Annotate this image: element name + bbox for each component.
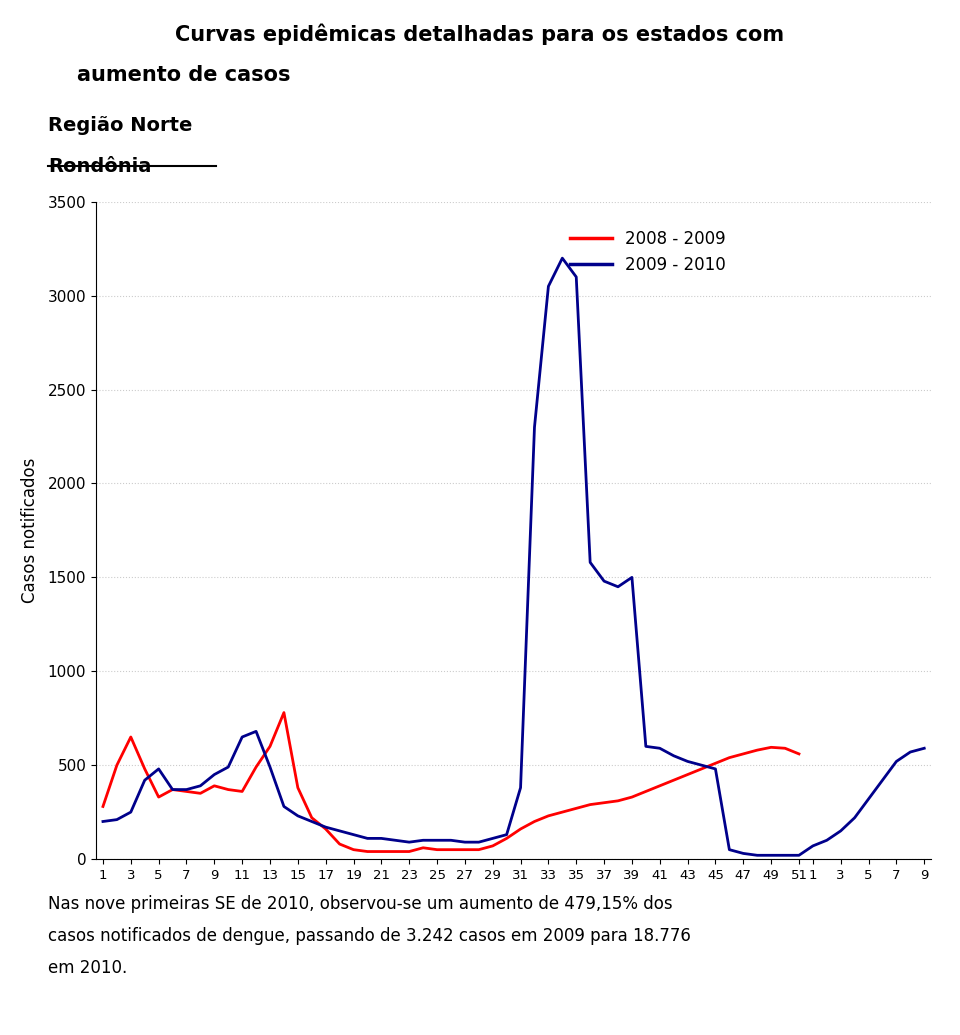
Legend: 2008 - 2009, 2009 - 2010: 2008 - 2009, 2009 - 2010	[564, 224, 732, 280]
Text: Curvas epidêmicas detalhadas para os estados com: Curvas epidêmicas detalhadas para os est…	[176, 24, 784, 46]
Text: Nas nove primeiras SE de 2010, observou-se um aumento de 479,15% dos
casos notif: Nas nove primeiras SE de 2010, observou-…	[48, 895, 691, 977]
Y-axis label: Casos notificados: Casos notificados	[21, 457, 39, 603]
Text: aumento de casos: aumento de casos	[77, 65, 290, 85]
Text: Rondônia: Rondônia	[48, 157, 152, 176]
Text: Região Norte: Região Norte	[48, 116, 192, 135]
